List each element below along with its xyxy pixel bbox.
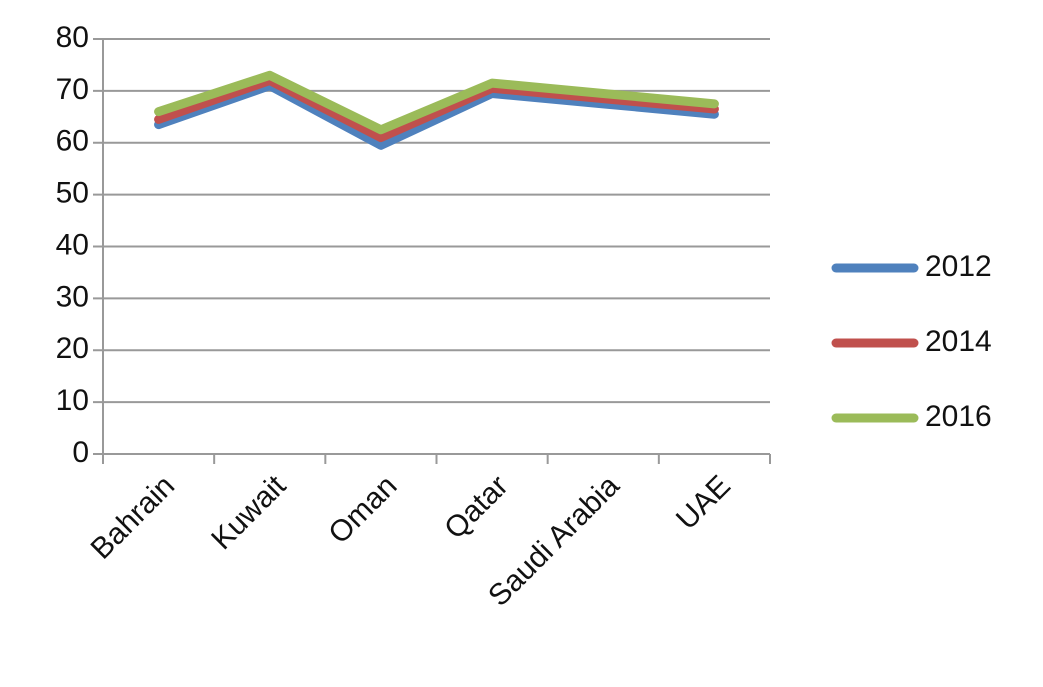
x-tick-label: Qatar: [438, 469, 514, 545]
y-tick-label: 60: [56, 125, 89, 158]
x-tick-label: Kuwait: [205, 469, 292, 556]
x-tick-label: Oman: [322, 469, 403, 550]
y-tick-label: 0: [72, 436, 89, 469]
y-tick-label: 30: [56, 280, 89, 313]
y-tick-label: 80: [56, 21, 89, 54]
y-tick-label: 40: [56, 228, 89, 261]
series-line: [154, 81, 719, 150]
legend-label: 2016: [925, 400, 992, 433]
legend-label: 2012: [925, 250, 992, 283]
x-tick-label: Bahrain: [85, 469, 181, 565]
y-tick-label: 20: [56, 332, 89, 365]
y-tick-label: 10: [56, 384, 89, 417]
legend-label: 2014: [925, 325, 992, 358]
series-line: [154, 76, 719, 143]
y-tick-label: 70: [56, 73, 89, 106]
x-tick-label: UAE: [670, 469, 737, 536]
series-line: [154, 70, 719, 135]
y-tick-label: 50: [56, 177, 89, 210]
